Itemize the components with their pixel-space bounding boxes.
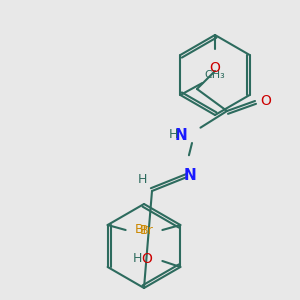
Text: Br: Br (135, 224, 148, 236)
Text: H: H (138, 173, 147, 186)
Text: CH₃: CH₃ (204, 70, 225, 80)
Text: Br: Br (140, 224, 153, 236)
Text: O: O (260, 94, 271, 108)
Text: H: H (133, 253, 142, 266)
Text: N: N (184, 168, 196, 183)
Text: O: O (142, 252, 152, 266)
Text: H: H (169, 128, 178, 142)
Text: O: O (210, 61, 220, 75)
Text: N: N (174, 128, 187, 142)
